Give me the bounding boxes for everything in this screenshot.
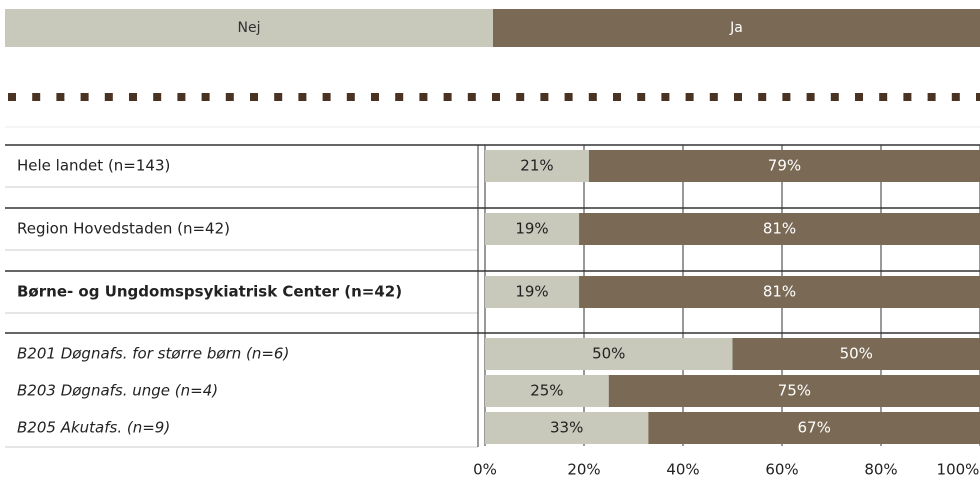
bar-segment	[485, 213, 580, 245]
x-tick-label: 60%	[765, 461, 798, 479]
dot	[782, 93, 791, 101]
bar-segment	[579, 276, 980, 308]
legend-swatch	[5, 9, 493, 47]
dot	[80, 93, 89, 101]
data-label: 19%	[515, 220, 548, 238]
dot	[830, 93, 839, 101]
x-tick-label: 100%	[937, 461, 980, 479]
legend-swatch	[493, 9, 980, 47]
dot	[346, 93, 355, 101]
bar-segment	[485, 276, 580, 308]
data-label: 67%	[798, 419, 831, 437]
dot	[564, 93, 573, 101]
data-label: 21%	[520, 157, 553, 175]
data-label: 33%	[550, 419, 583, 437]
dot	[540, 93, 549, 101]
data-label: 81%	[763, 283, 796, 301]
dot	[443, 93, 452, 101]
row-label: Region Hovedstaden (n=42)	[17, 220, 230, 238]
row-label: Børne- og Ungdomspsykiatrisk Center (n=4…	[17, 283, 402, 301]
legend-label: Nej	[238, 20, 261, 36]
dot	[298, 93, 307, 101]
dot	[225, 93, 234, 101]
dot	[661, 93, 670, 101]
dot	[903, 93, 912, 101]
row-label: Hele landet (n=143)	[17, 157, 170, 175]
dot	[274, 93, 283, 101]
dot	[201, 93, 210, 101]
bar-segment	[485, 150, 589, 182]
dot	[371, 93, 379, 101]
bar-segment	[485, 338, 733, 370]
data-label: 75%	[778, 382, 811, 400]
dot	[322, 93, 331, 101]
dot	[685, 93, 694, 101]
dot	[613, 93, 621, 101]
bar-segment	[485, 375, 609, 407]
dot	[734, 93, 742, 101]
data-label: 50%	[592, 345, 625, 363]
dot	[467, 93, 476, 101]
bar-segment	[732, 338, 980, 370]
bar-segment	[648, 412, 980, 444]
dot	[588, 93, 597, 101]
dot	[637, 93, 646, 101]
dot	[492, 93, 500, 101]
dot	[976, 93, 980, 101]
dot	[516, 93, 525, 101]
bar-segment	[579, 213, 980, 245]
dot	[129, 93, 137, 101]
data-label: 25%	[530, 382, 563, 400]
dot	[806, 93, 815, 101]
data-label: 81%	[763, 220, 796, 238]
dot	[56, 93, 65, 101]
dot	[927, 93, 936, 101]
dot	[855, 93, 863, 101]
dot	[32, 93, 41, 101]
dot	[104, 93, 113, 101]
dot	[177, 93, 186, 101]
row-label: B201 Døgnafs. for større børn (n=6)	[17, 345, 289, 363]
x-tick-label: 20%	[567, 461, 600, 479]
row-label: B203 Døgnafs. unge (n=4)	[17, 382, 218, 400]
data-label: 19%	[515, 283, 548, 301]
bar-segment	[485, 412, 649, 444]
dot	[758, 93, 767, 101]
dot	[951, 93, 960, 101]
x-tick-label: 80%	[864, 461, 897, 479]
data-label: 79%	[768, 157, 801, 175]
dot	[153, 93, 162, 101]
data-label: 50%	[840, 345, 873, 363]
bar-segment	[608, 375, 980, 407]
legend-label: Ja	[729, 20, 743, 36]
x-tick-label: 40%	[666, 461, 699, 479]
x-tick-label: 0%	[473, 461, 497, 479]
dot	[879, 93, 888, 101]
bar-segment	[588, 150, 980, 182]
dot	[709, 93, 718, 101]
row-label: B205 Akutafs. (n=9)	[17, 419, 170, 437]
dot	[419, 93, 428, 101]
dot	[250, 93, 258, 101]
dot	[395, 93, 404, 101]
dot	[8, 93, 16, 101]
